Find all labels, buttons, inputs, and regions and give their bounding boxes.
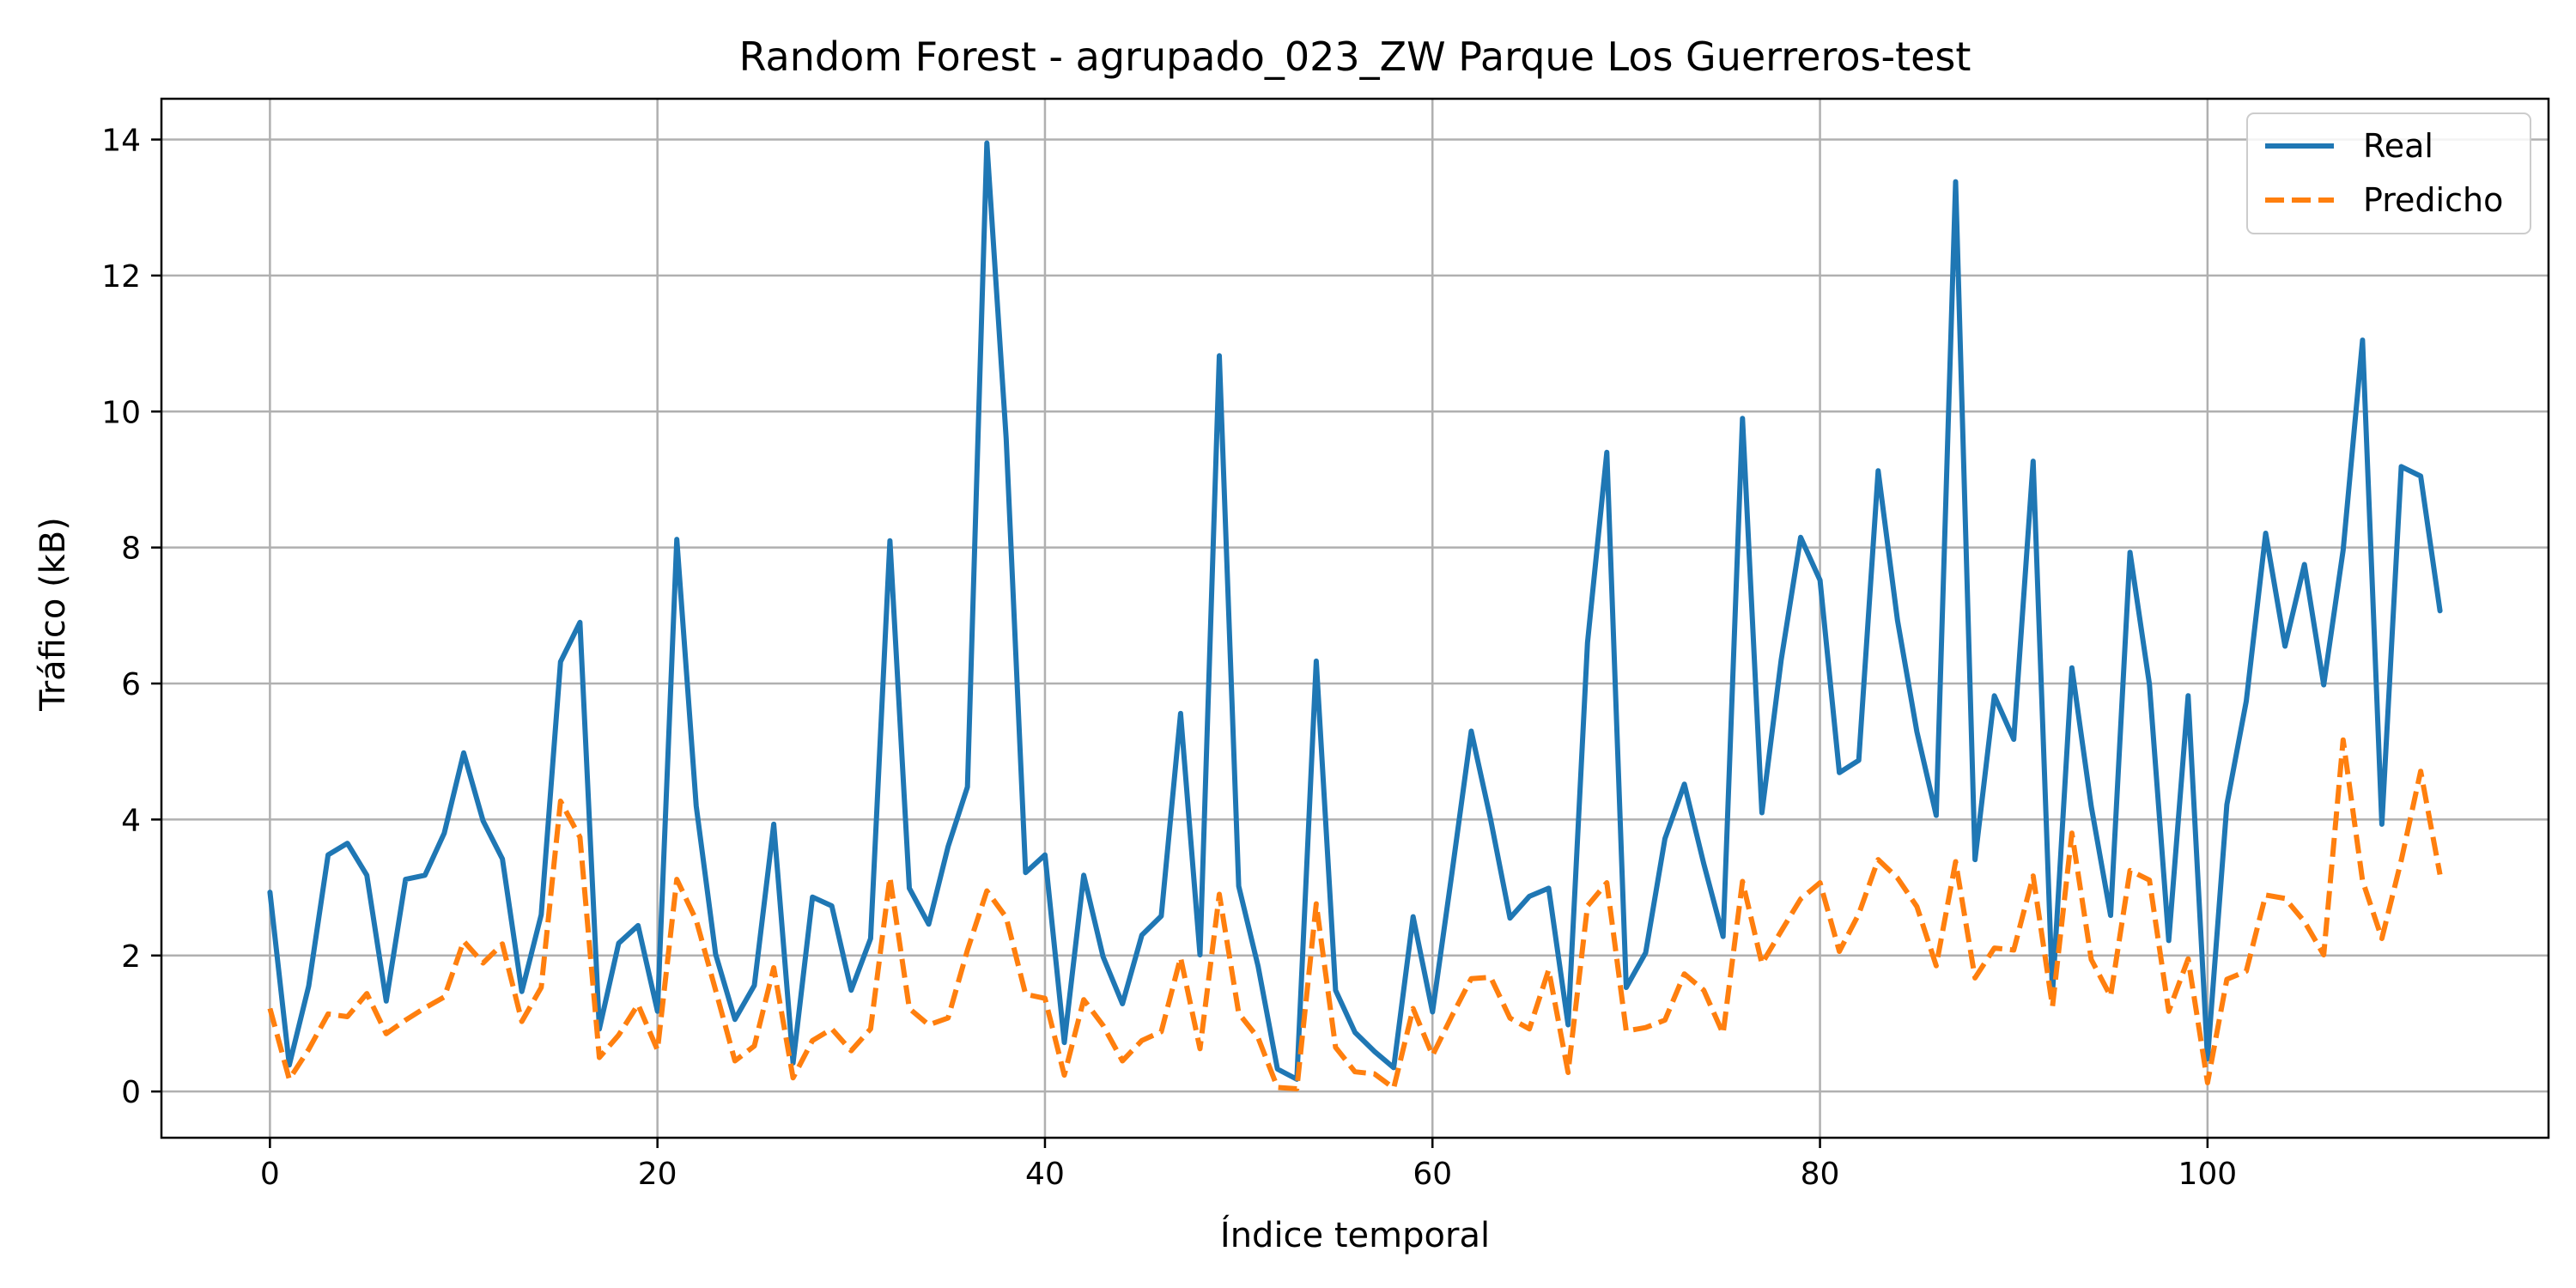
legend: Real Predicho [2246,112,2531,234]
x-axis-ticks: 0 20 40 60 80 100 [260,1138,2237,1192]
y-tick-label: 12 [101,259,141,295]
y-tick-label: 0 [121,1075,141,1110]
y-tick-label: 10 [101,395,141,430]
series-layer [267,140,2443,1091]
x-axis-label: Índice temporal [1220,1214,1490,1255]
x-tick-label: 80 [1801,1157,1840,1192]
x-tick-label: 100 [2178,1157,2237,1192]
y-axis-label: Tráfico (kB) [33,517,73,712]
legend-label-real: Real [2363,127,2433,165]
x-tick-label: 60 [1413,1157,1452,1192]
y-tick-label: 8 [121,532,141,567]
y-tick-label: 2 [121,939,141,975]
legend-label-predicho: Predicho [2363,181,2503,219]
x-tick-label: 0 [260,1157,280,1192]
x-tick-label: 20 [638,1157,677,1192]
y-tick-label: 6 [121,667,141,702]
x-tick-label: 40 [1025,1157,1065,1192]
series-line-real [267,140,2443,1082]
series-line-predicho [267,737,2443,1091]
plot-frame [160,97,2550,1139]
y-axis-ticks: 0 2 4 6 8 10 12 14 [101,124,161,1110]
chart-title: Random Forest - agrupado_023_ZW Parque L… [739,33,1971,80]
y-tick-label: 14 [101,124,141,159]
y-tick-label: 4 [121,803,141,838]
